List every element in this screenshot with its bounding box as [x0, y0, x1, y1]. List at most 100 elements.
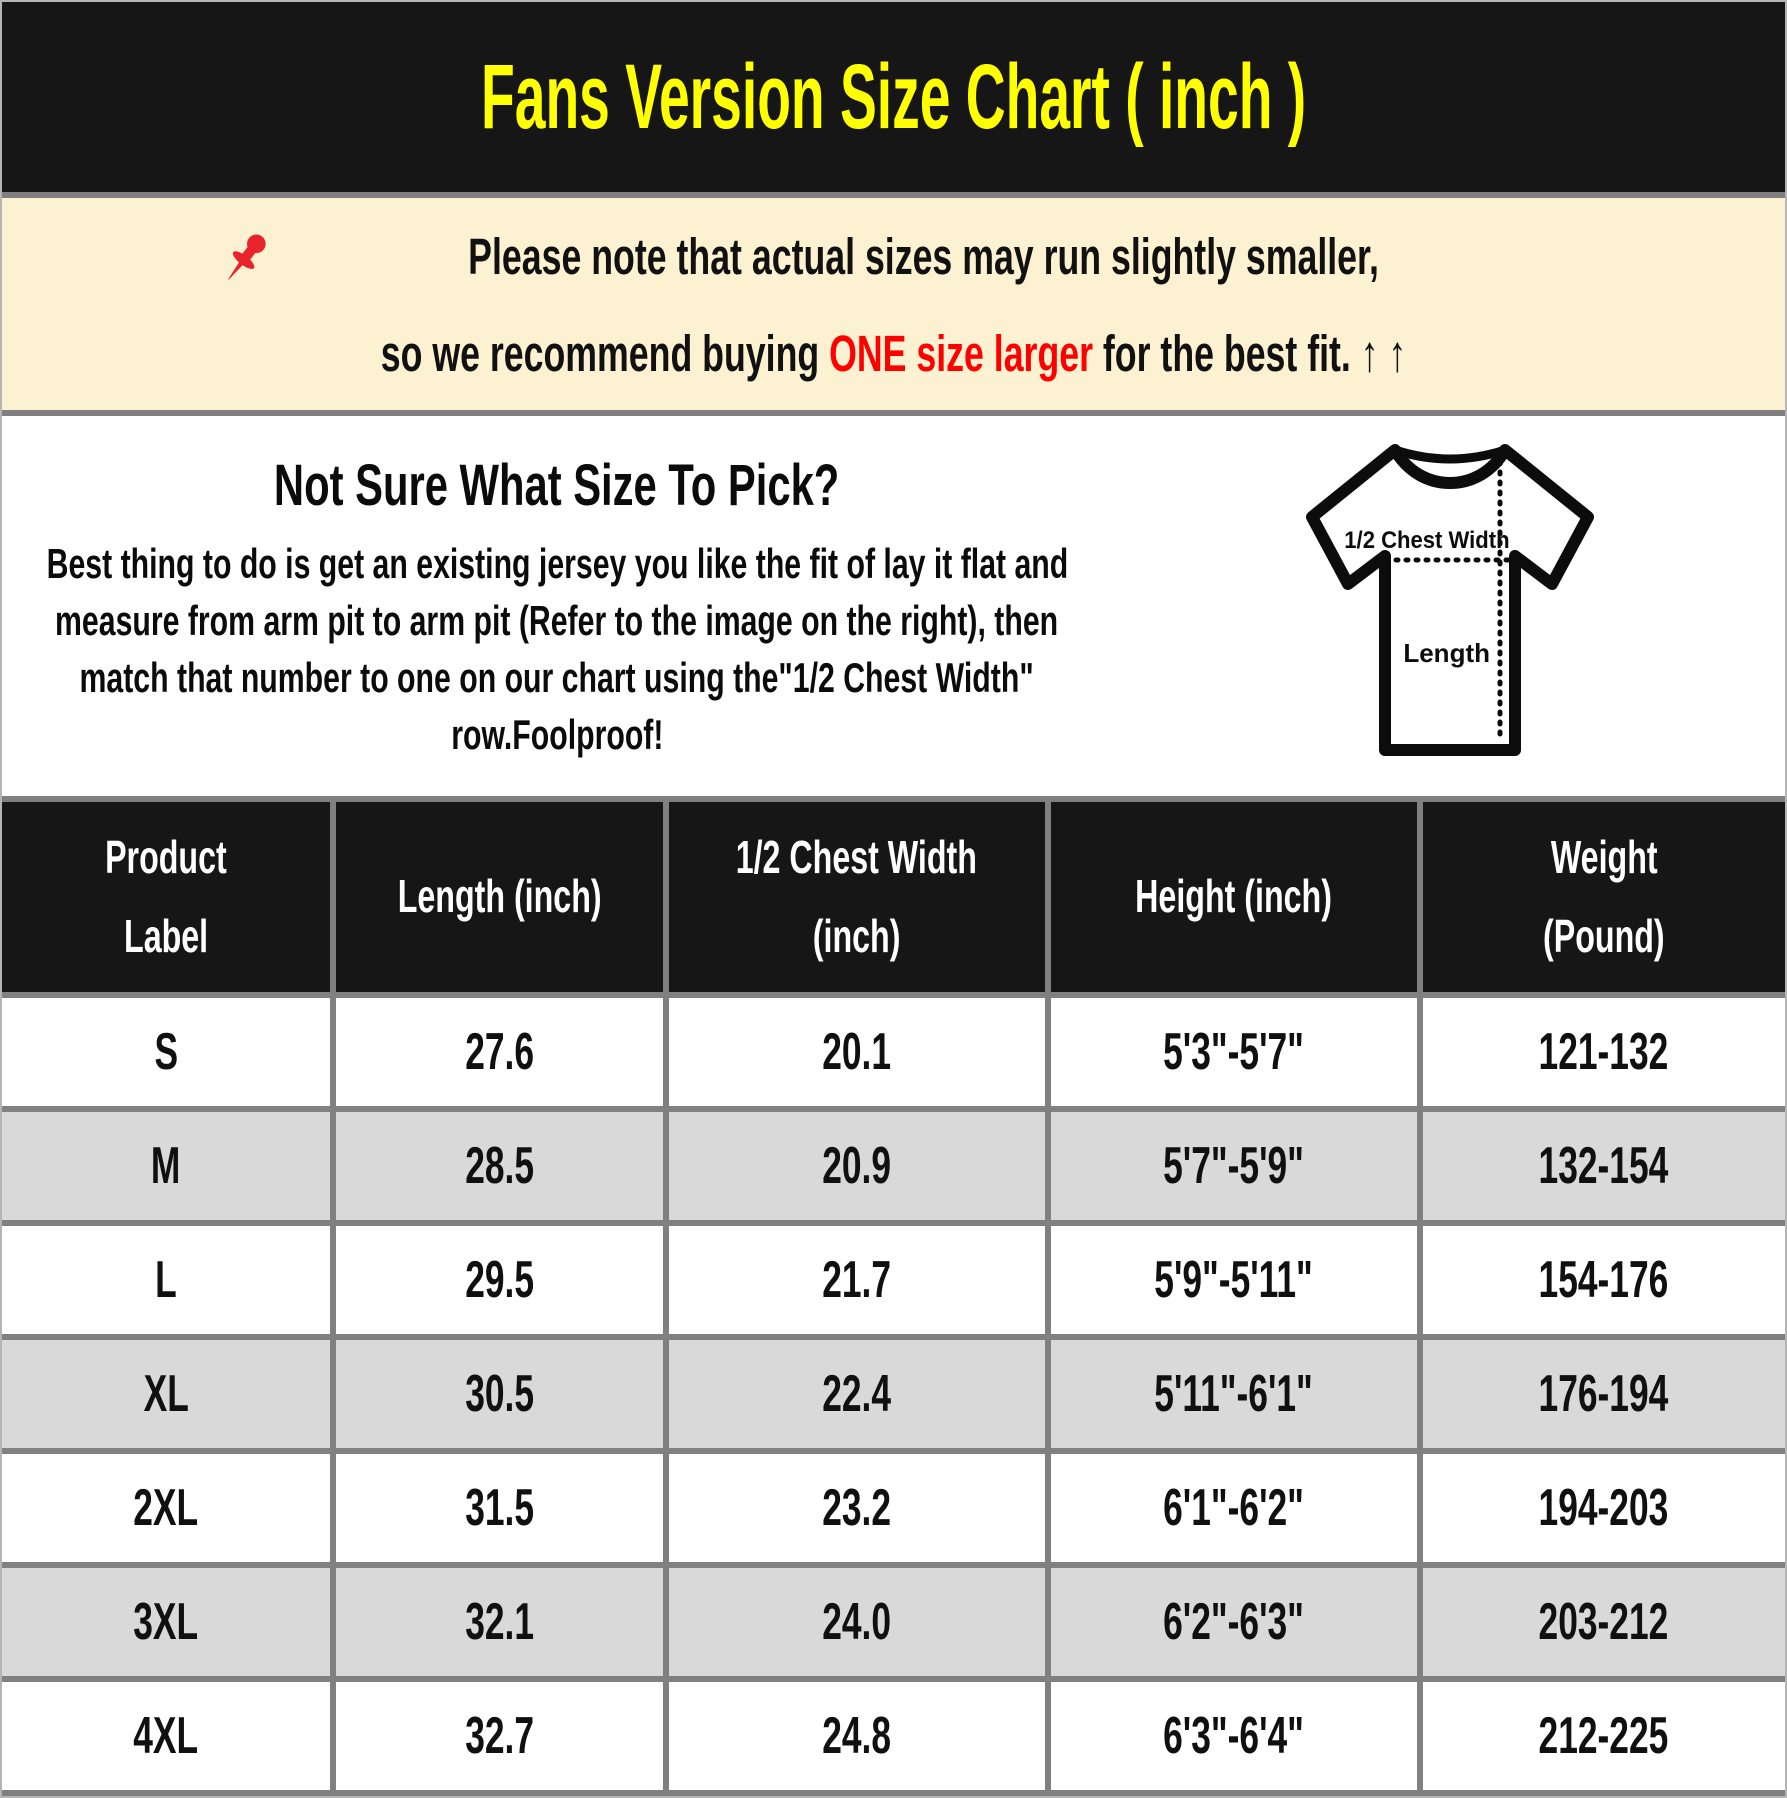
cell-text: 20.1: [822, 1023, 891, 1081]
cell-text: 23.2: [822, 1479, 891, 1537]
column-header-cell: 1/2 Chest Width (inch): [668, 802, 1045, 992]
notice-line2-pre: so we recommend buying: [380, 324, 830, 382]
cell-text: 24.0: [822, 1593, 891, 1651]
size-value-cell: 6'2"-6'3": [1050, 1568, 1417, 1676]
cell-text: 212-225: [1538, 1707, 1669, 1765]
cell-text: M: [151, 1137, 181, 1195]
guide-body-line: match that number to one on our chart us…: [79, 654, 1035, 701]
notice-banner: Please note that actual sizes may run sl…: [2, 198, 1785, 410]
page-title: Fans Version Size Chart ( inch ): [480, 45, 1307, 148]
size-value-cell: 6'1"-6'2": [1050, 1454, 1417, 1562]
size-value-cell: 132-154: [1422, 1112, 1785, 1220]
size-label-cell: L: [2, 1226, 330, 1334]
size-value-cell: 194-203: [1422, 1454, 1785, 1562]
cell-text: S: [154, 1023, 178, 1081]
cell-text: 176-194: [1538, 1365, 1669, 1423]
column-header-text: Height (inch): [1135, 870, 1333, 923]
cell-text: 5'7"-5'9": [1163, 1137, 1305, 1195]
column-header-text: 1/2 Chest Width: [735, 830, 978, 883]
column-header-text: Product: [105, 830, 227, 883]
size-label-cell: XL: [2, 1340, 330, 1448]
notice-line-1: Please note that actual sizes may run sl…: [213, 226, 1574, 288]
size-value-cell: 24.8: [668, 1682, 1045, 1790]
column-header-text: Weight: [1550, 830, 1658, 883]
cell-text: 203-212: [1538, 1593, 1669, 1651]
guide-body-line: Best thing to do is get an existing jers…: [46, 540, 1068, 587]
size-value-cell: 5'3"-5'7": [1050, 998, 1417, 1106]
size-value-cell: 20.1: [668, 998, 1045, 1106]
tshirt-diagram: 1/2 Chest Width Length: [1306, 444, 1594, 756]
size-value-cell: 24.0: [668, 1568, 1045, 1676]
size-value-cell: 23.2: [668, 1454, 1045, 1562]
size-value-cell: 5'11"-6'1": [1050, 1340, 1417, 1448]
cell-text: 28.5: [464, 1137, 534, 1195]
size-label-cell: 3XL: [2, 1568, 330, 1676]
cell-text: 6'1"-6'2": [1163, 1479, 1305, 1537]
title-banner: Fans Version Size Chart ( inch ): [2, 2, 1785, 192]
notice-text-line2: so we recommend buying ONE size larger f…: [381, 324, 1407, 383]
column-header-text: (Pound): [1543, 910, 1665, 962]
size-value-cell: 32.1: [335, 1568, 663, 1676]
size-value-cell: 31.5: [335, 1454, 663, 1562]
cell-text: 6'2"-6'3": [1163, 1593, 1305, 1651]
size-value-cell: 32.7: [335, 1682, 663, 1790]
size-value-cell: 28.5: [335, 1112, 663, 1220]
size-value-cell: 154-176: [1422, 1226, 1785, 1334]
cell-text: 194-203: [1538, 1479, 1669, 1537]
cell-text: 121-132: [1538, 1023, 1669, 1081]
notice-text-line1: Please note that actual sizes may run sl…: [468, 228, 1379, 285]
length-label: Length: [1403, 638, 1490, 668]
notice-line-2: so we recommend buying ONE size larger f…: [161, 324, 1626, 383]
chest-width-label: 1/2 Chest Width: [1344, 526, 1509, 553]
size-value-cell: 6'3"-6'4": [1050, 1682, 1417, 1790]
size-value-cell: 29.5: [335, 1226, 663, 1334]
tshirt-outline: [1306, 444, 1594, 756]
size-label-cell: S: [2, 998, 330, 1106]
column-header-cell: Weight (Pound): [1422, 802, 1785, 992]
column-header-text: Length (inch): [397, 870, 602, 923]
size-value-cell: 21.7: [668, 1226, 1045, 1334]
cell-text: 4XL: [133, 1707, 199, 1765]
cell-text: 29.5: [464, 1251, 534, 1309]
size-value-cell: 30.5: [335, 1340, 663, 1448]
guide-body: Best thing to do is get an existing jers…: [2, 535, 1112, 763]
size-value-cell: 22.4: [668, 1340, 1045, 1448]
guide-heading: Not Sure What Size To Pick?: [274, 453, 840, 518]
size-value-cell: 27.6: [335, 998, 663, 1106]
size-value-cell: 176-194: [1422, 1340, 1785, 1448]
cell-text: 32.7: [464, 1707, 534, 1765]
notice-line2-highlight: ONE size larger: [829, 324, 1093, 382]
notice-line2-post: for the best fit. ↑ ↑: [1092, 324, 1407, 382]
pushpin-icon: [228, 234, 266, 280]
size-value-cell: 212-225: [1422, 1682, 1785, 1790]
column-header-text: (inch): [812, 910, 901, 962]
cell-text: L: [155, 1251, 177, 1309]
size-value-cell: 5'7"-5'9": [1050, 1112, 1417, 1220]
size-value-cell: 121-132: [1422, 998, 1785, 1106]
column-header-text: Label: [123, 910, 208, 962]
column-header-cell: Height (inch): [1050, 802, 1417, 992]
size-value-cell: 203-212: [1422, 1568, 1785, 1676]
size-value-cell: 5'9"-5'11": [1050, 1226, 1417, 1334]
cell-text: 32.1: [464, 1593, 534, 1651]
cell-text: 31.5: [464, 1479, 534, 1537]
size-label-cell: 2XL: [2, 1454, 330, 1562]
cell-text: 6'3"-6'4": [1163, 1707, 1305, 1765]
size-guide-section: Not Sure What Size To Pick? Best thing t…: [2, 416, 1785, 796]
size-table: Product Label Length (inch) 1/2 Chest Width…: [2, 802, 1785, 1790]
cell-text: 154-176: [1538, 1251, 1669, 1309]
size-label-cell: M: [2, 1112, 330, 1220]
size-label-cell: 4XL: [2, 1682, 330, 1790]
cell-text: 27.6: [464, 1023, 534, 1081]
size-value-cell: 20.9: [668, 1112, 1045, 1220]
tshirt-collar-line: [1393, 445, 1507, 464]
column-header-cell: Length (inch): [335, 802, 663, 992]
cell-text: XL: [143, 1365, 189, 1423]
cell-text: 21.7: [822, 1251, 891, 1309]
cell-text: 132-154: [1538, 1137, 1669, 1195]
cell-text: 30.5: [464, 1365, 534, 1423]
guide-text-block: Not Sure What Size To Pick? Best thing t…: [2, 416, 1112, 763]
cell-text: 5'11"-6'1": [1154, 1365, 1313, 1423]
column-header-cell: Product Label: [2, 802, 330, 992]
